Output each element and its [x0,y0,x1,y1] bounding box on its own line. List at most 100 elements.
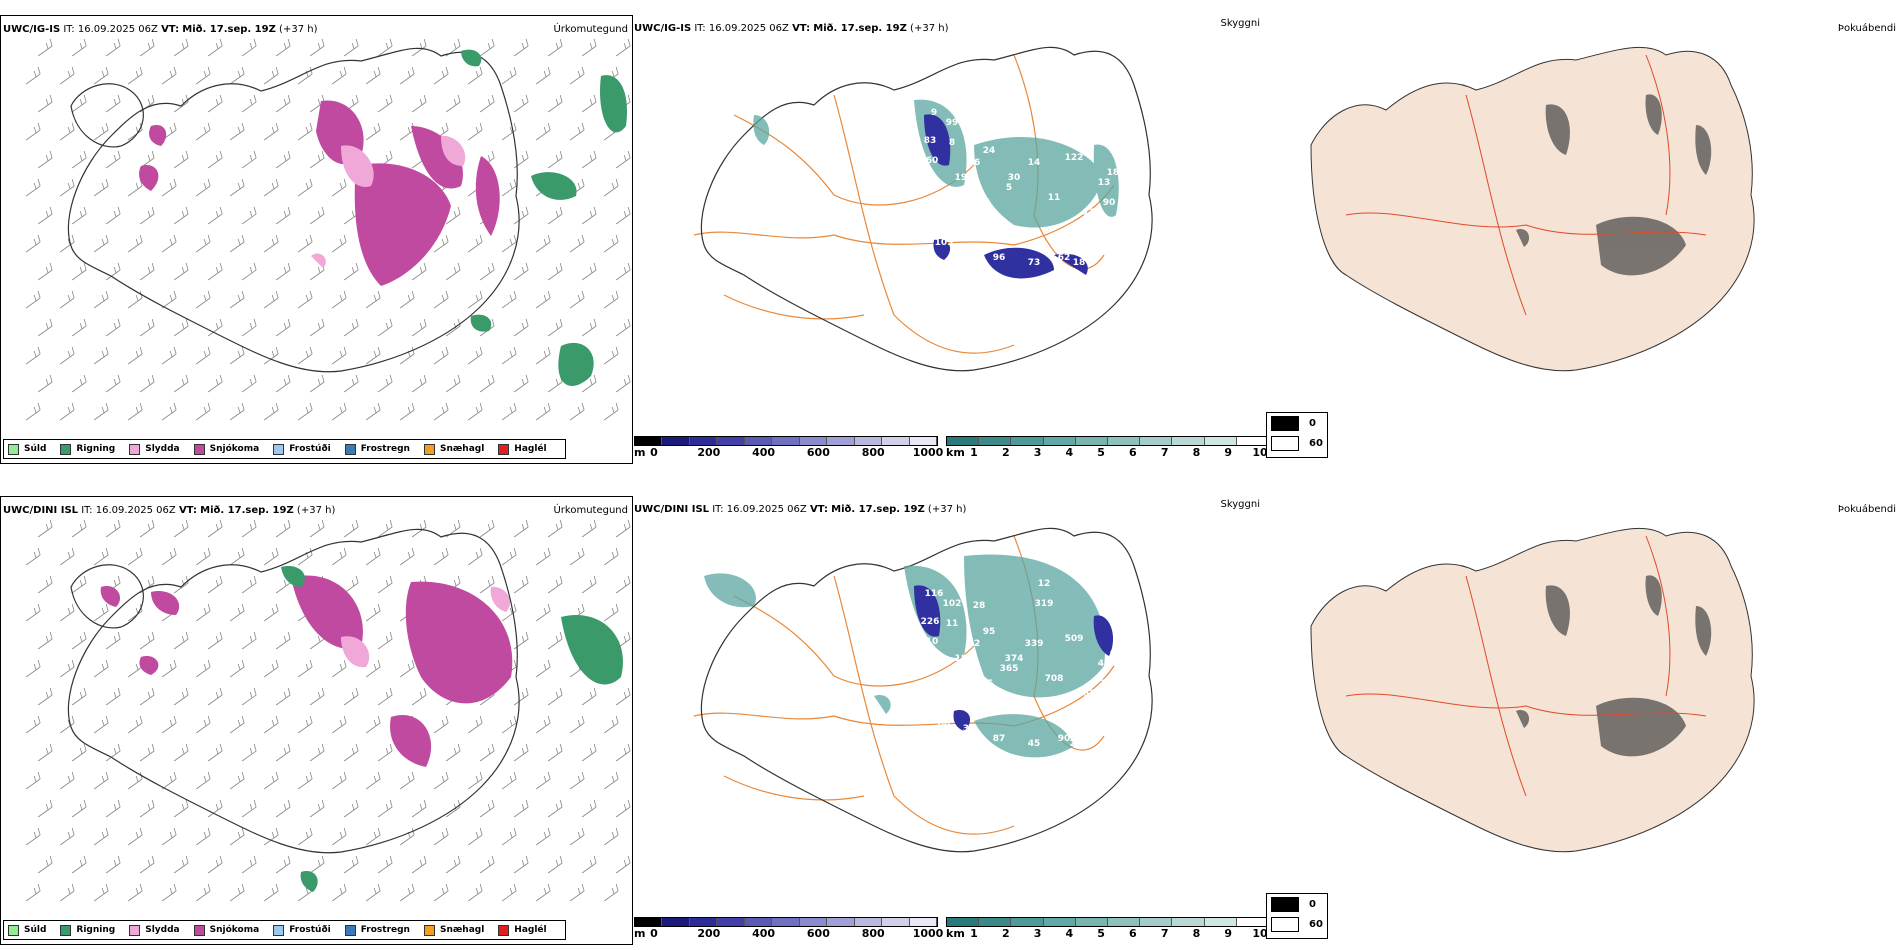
wind-barb [105,631,121,650]
wind-barb [615,318,631,337]
wind-barb [195,290,211,309]
wind-barb [139,799,155,818]
cloudbase-label: 14 [968,694,981,704]
wind-barb [139,855,155,874]
wind-barb [479,374,495,393]
wind-barb [37,374,53,393]
colorbar-tick: 1 [970,927,978,940]
cloudbase-label: 90 [1058,734,1071,744]
lead-time: (+37 h) [927,504,967,515]
colorbar-bin [772,918,800,926]
wind-barb [263,290,279,309]
wind-barb [433,715,449,734]
it-label: IT: [81,505,93,516]
precip-title: Úrkomutegund [553,24,628,35]
wind-barb [603,290,619,309]
colorbar-bin [772,437,800,445]
wind-barb [433,402,449,421]
wind-barb [343,374,359,393]
wind-barb [93,883,109,902]
legend-swatch [498,443,510,455]
precip-map-bottom[interactable] [1,497,634,946]
wind-barb [513,519,529,538]
colorbar-bin [1236,918,1270,926]
colorbar-tick: 5 [1097,927,1105,940]
wind-barb [501,346,517,365]
wind-barb [297,346,313,365]
wind-barb [275,374,291,393]
colorbar-tick: 7 [1160,927,1169,940]
wind-barb [275,687,291,706]
wind-barbs [25,38,631,421]
cloudbase-label: 62 [1083,689,1096,699]
wind-barb [411,799,427,818]
legend-item: Haglél [498,443,547,455]
wind-barb [547,519,563,538]
wind-barb [513,799,529,818]
wind-barb [173,855,189,874]
wind-barb [399,659,415,678]
cloudbase-label: 87 [993,734,1006,744]
fog-legend: 0 60 [1266,893,1328,939]
snow-areas [139,100,500,286]
wind-barb [445,94,461,113]
wind-barb [93,659,109,678]
wind-barb [479,262,495,281]
cloudbase-label: 18 [1073,258,1086,268]
legend-swatch [273,924,285,936]
wind-barb [445,374,461,393]
wind-barb [365,827,381,846]
colorbar-unit: m [634,446,646,459]
colorbar-bin [1204,918,1237,926]
wind-barb [411,318,427,337]
wind-barb [173,374,189,393]
cloudbase-label: 40 [1098,659,1111,669]
wind-barb [241,262,257,281]
fog-legend-label: 0 [1309,417,1316,429]
visibility-colorbar: km 1 2 3 4 5 6 7 8 9 10 [946,917,1270,941]
wind-barb [93,346,109,365]
cloudbase-label: 4 [731,609,737,619]
wind-barb [263,402,279,421]
model-name: UWC/DINI ISL [3,505,79,516]
colorbar-bin [947,437,980,445]
wind-barb [433,346,449,365]
wind-barb [331,66,347,85]
legend-label: Rigning [76,925,116,935]
colorbar-bin [799,437,828,445]
colorbar-bin [827,437,855,445]
wind-barb [25,178,41,197]
fog-map-bottom[interactable] [1266,496,1900,945]
colorbar-unit: km [946,446,965,459]
wind-barb [275,631,291,650]
legend-swatch [423,924,435,936]
cloudbase-label: 28 [973,601,986,611]
iceland-outline [700,527,1153,853]
wind-barb [263,715,279,734]
it-label: IT: [63,24,75,35]
wind-barb [365,66,381,85]
legend-item: Súld [8,443,46,455]
wind-barb [501,178,517,197]
wind-barb [71,206,87,225]
cloudbase-label: 200 [1070,739,1089,749]
wind-barb [263,883,279,902]
fog-map-top[interactable] [1266,15,1900,464]
wind-barb [365,659,381,678]
wind-barb [501,290,517,309]
precip-header: UWC/IG-IS IT: 16.09.2025 06Z VT: Mið. 17… [3,24,317,35]
wind-barb [173,519,189,538]
wind-barb [127,603,143,622]
wind-barb [139,262,155,281]
precip-map-top[interactable] [1,16,634,465]
wind-barb [275,150,291,169]
wind-barb [309,519,325,538]
wind-barb [195,402,211,421]
legend-item: Frostúði [273,443,331,455]
iceland-outline [67,47,520,373]
cloudbase-label: 45 [1028,739,1041,749]
wind-barb [173,318,189,337]
wind-barb [275,206,291,225]
